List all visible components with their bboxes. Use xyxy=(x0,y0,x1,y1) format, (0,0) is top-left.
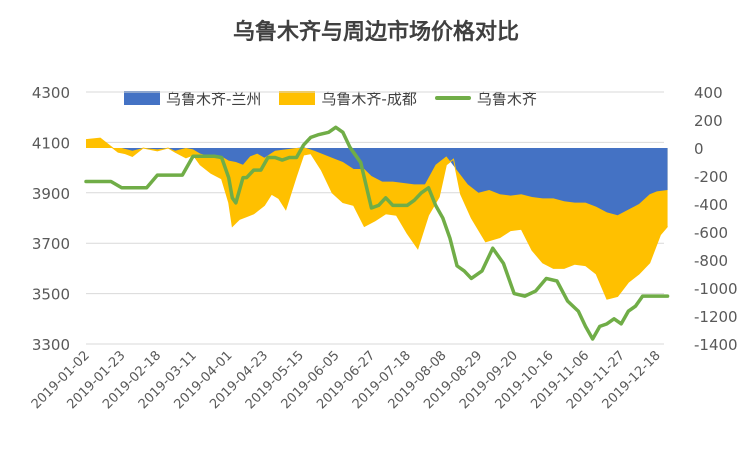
line-series xyxy=(84,125,670,341)
y-right-tick-label: -400 xyxy=(694,196,728,214)
y-right-tick-label: -200 xyxy=(694,168,728,186)
y-left-tick-label: 3300 xyxy=(32,336,70,354)
y-left-tick-label: 3500 xyxy=(32,286,70,304)
chart-title: 乌鲁木齐与周边市场价格对比 xyxy=(232,20,519,45)
legend-label-lanzhou: 乌鲁木齐-兰州 xyxy=(166,89,262,108)
series-line-urumqi xyxy=(84,125,670,341)
legend-item-lanzhou: 乌鲁木齐-兰州 xyxy=(124,88,261,109)
y-left-tick-label: 4300 xyxy=(32,84,70,102)
series-area-lanzhou xyxy=(86,147,668,216)
y-right-tick-label: -1000 xyxy=(694,280,738,298)
y-right-tick-label: 200 xyxy=(694,112,723,130)
series-edge-chengdu xyxy=(85,137,668,300)
legend-swatch-urumqi xyxy=(434,96,471,100)
y-right-tick-label: 400 xyxy=(694,84,723,102)
legend-swatch-lanzhou xyxy=(124,91,160,105)
area-series xyxy=(85,137,668,300)
legend-item-chengdu: 乌鲁木齐-成都 xyxy=(279,88,417,109)
y-left-tick-label: 4100 xyxy=(32,134,70,152)
y-left-tick-label: 3700 xyxy=(32,235,70,253)
legend-label-chengdu: 乌鲁木齐-成都 xyxy=(321,89,417,108)
y-right-tick-label: 0 xyxy=(694,140,704,158)
y-left-tick-label: 3900 xyxy=(32,185,70,203)
y-right-tick-label: -600 xyxy=(694,224,728,242)
y-right-tick-label: -1200 xyxy=(694,308,738,326)
gridlines xyxy=(86,91,664,345)
y-right-tick-label: -1400 xyxy=(694,336,738,354)
legend-item-urumqi: 乌鲁木齐 xyxy=(434,88,537,109)
legend-swatch-chengdu xyxy=(279,91,316,105)
y-right-tick-label: -800 xyxy=(694,252,728,270)
legend-label-urumqi: 乌鲁木齐 xyxy=(476,89,537,108)
chart-legend: 乌鲁木齐-兰州 乌鲁木齐-成都 乌鲁木齐 xyxy=(124,88,537,108)
